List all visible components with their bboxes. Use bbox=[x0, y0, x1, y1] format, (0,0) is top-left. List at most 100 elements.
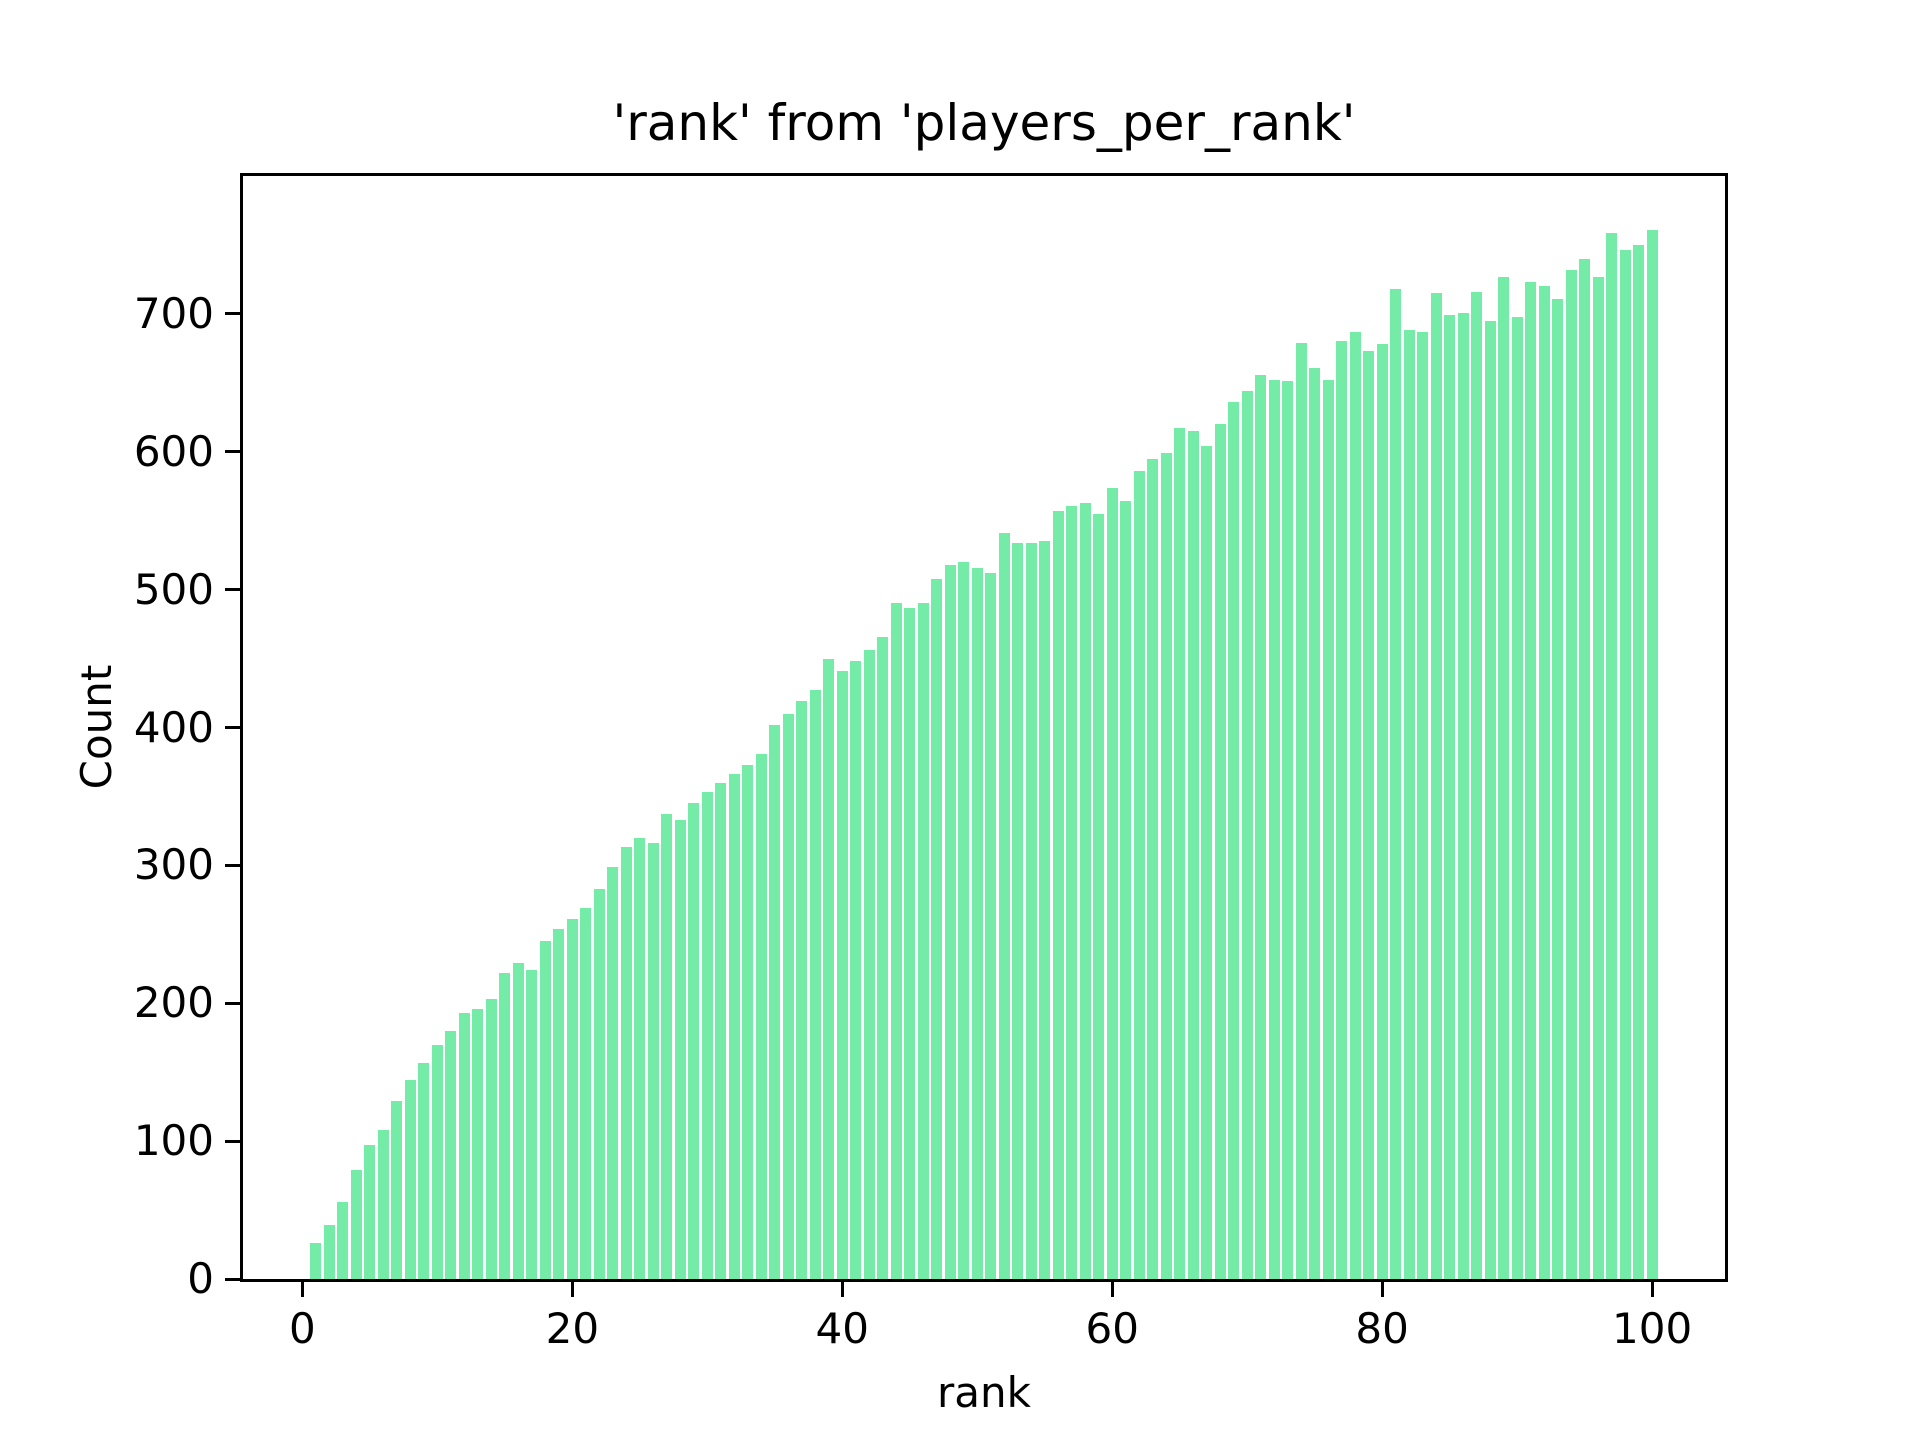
bar bbox=[472, 1008, 484, 1279]
bar bbox=[755, 753, 767, 1279]
bar bbox=[661, 814, 673, 1279]
bar bbox=[647, 843, 659, 1279]
bar bbox=[769, 724, 781, 1279]
bar bbox=[890, 603, 902, 1279]
y-tick bbox=[225, 1001, 240, 1005]
bar bbox=[1579, 258, 1591, 1279]
bar bbox=[566, 919, 578, 1279]
bar bbox=[1592, 276, 1604, 1279]
bar bbox=[1025, 542, 1037, 1279]
y-tick bbox=[225, 450, 240, 454]
bar bbox=[701, 792, 713, 1279]
y-tick-label: 200 bbox=[133, 978, 214, 1028]
y-tick bbox=[225, 863, 240, 867]
bar bbox=[850, 661, 862, 1279]
y-tick bbox=[225, 312, 240, 316]
bar bbox=[944, 564, 956, 1279]
bar bbox=[634, 837, 646, 1279]
x-tick bbox=[1110, 1282, 1114, 1297]
bar bbox=[1498, 276, 1510, 1279]
x-tick-label: 80 bbox=[1355, 1304, 1409, 1353]
bar bbox=[998, 533, 1010, 1279]
x-tick bbox=[840, 1282, 844, 1297]
bar bbox=[607, 866, 619, 1279]
bar bbox=[1174, 428, 1186, 1279]
bar bbox=[1093, 513, 1105, 1279]
bar bbox=[1619, 250, 1631, 1279]
bar bbox=[931, 578, 943, 1279]
bar bbox=[1282, 381, 1294, 1279]
y-tick bbox=[225, 588, 240, 592]
bar bbox=[877, 636, 889, 1279]
bar bbox=[742, 764, 754, 1279]
y-tick bbox=[225, 1277, 240, 1281]
bar bbox=[1160, 453, 1172, 1279]
x-tick-label: 40 bbox=[815, 1304, 869, 1353]
bar bbox=[1336, 341, 1348, 1279]
bar bbox=[796, 701, 808, 1279]
bar bbox=[1214, 424, 1226, 1279]
chart-title: 'rank' from 'players_per_rank' bbox=[612, 94, 1356, 152]
bar bbox=[917, 603, 929, 1279]
bar bbox=[823, 658, 835, 1279]
bar bbox=[1268, 380, 1280, 1279]
bar bbox=[728, 774, 740, 1279]
bar bbox=[1457, 312, 1469, 1279]
y-tick-label: 0 bbox=[187, 1254, 214, 1303]
bar bbox=[674, 819, 686, 1279]
bar bbox=[364, 1145, 376, 1279]
bar bbox=[1066, 505, 1078, 1279]
y-tick-label: 100 bbox=[133, 1116, 214, 1166]
bar bbox=[1525, 282, 1537, 1279]
bar bbox=[1565, 269, 1577, 1279]
bar bbox=[431, 1044, 443, 1279]
bar bbox=[863, 650, 875, 1279]
bar bbox=[1552, 298, 1564, 1279]
bar bbox=[1120, 501, 1132, 1279]
bar bbox=[1376, 344, 1388, 1279]
bar bbox=[593, 888, 605, 1279]
bar bbox=[1484, 320, 1496, 1279]
x-tick bbox=[1650, 1282, 1654, 1297]
x-tick-label: 60 bbox=[1085, 1304, 1139, 1353]
bar bbox=[782, 713, 794, 1279]
bar bbox=[391, 1101, 403, 1279]
x-axis-label: rank bbox=[937, 1368, 1031, 1417]
bar bbox=[1039, 541, 1051, 1279]
bar bbox=[971, 567, 983, 1279]
bar bbox=[310, 1243, 322, 1279]
bar bbox=[1633, 244, 1644, 1279]
bar bbox=[1444, 315, 1456, 1279]
bar bbox=[958, 562, 970, 1279]
bar bbox=[323, 1225, 335, 1279]
bar bbox=[1471, 291, 1483, 1279]
bar bbox=[1349, 331, 1361, 1279]
bar bbox=[620, 847, 632, 1279]
bar bbox=[1255, 374, 1267, 1279]
bar bbox=[458, 1012, 470, 1279]
plot-area bbox=[240, 173, 1728, 1282]
bar bbox=[553, 928, 565, 1279]
bar bbox=[1606, 232, 1618, 1279]
bar bbox=[512, 963, 524, 1279]
bar bbox=[1417, 331, 1429, 1279]
x-tick-label: 0 bbox=[289, 1304, 316, 1353]
y-tick-label: 500 bbox=[133, 564, 214, 614]
bar bbox=[1430, 293, 1442, 1279]
bar bbox=[985, 573, 997, 1279]
bar bbox=[445, 1030, 457, 1279]
bar bbox=[1390, 289, 1402, 1279]
bar bbox=[1079, 502, 1091, 1279]
bar bbox=[1309, 367, 1321, 1279]
y-tick-label: 300 bbox=[133, 840, 214, 890]
bar bbox=[1403, 330, 1415, 1279]
bar bbox=[1106, 487, 1118, 1279]
bar bbox=[715, 782, 727, 1279]
bar bbox=[809, 690, 821, 1279]
y-tick-label: 700 bbox=[133, 288, 214, 338]
bar bbox=[1538, 286, 1550, 1279]
bar bbox=[1241, 391, 1253, 1279]
y-tick-label: 400 bbox=[133, 702, 214, 752]
x-tick bbox=[570, 1282, 574, 1297]
bar bbox=[1646, 229, 1658, 1279]
